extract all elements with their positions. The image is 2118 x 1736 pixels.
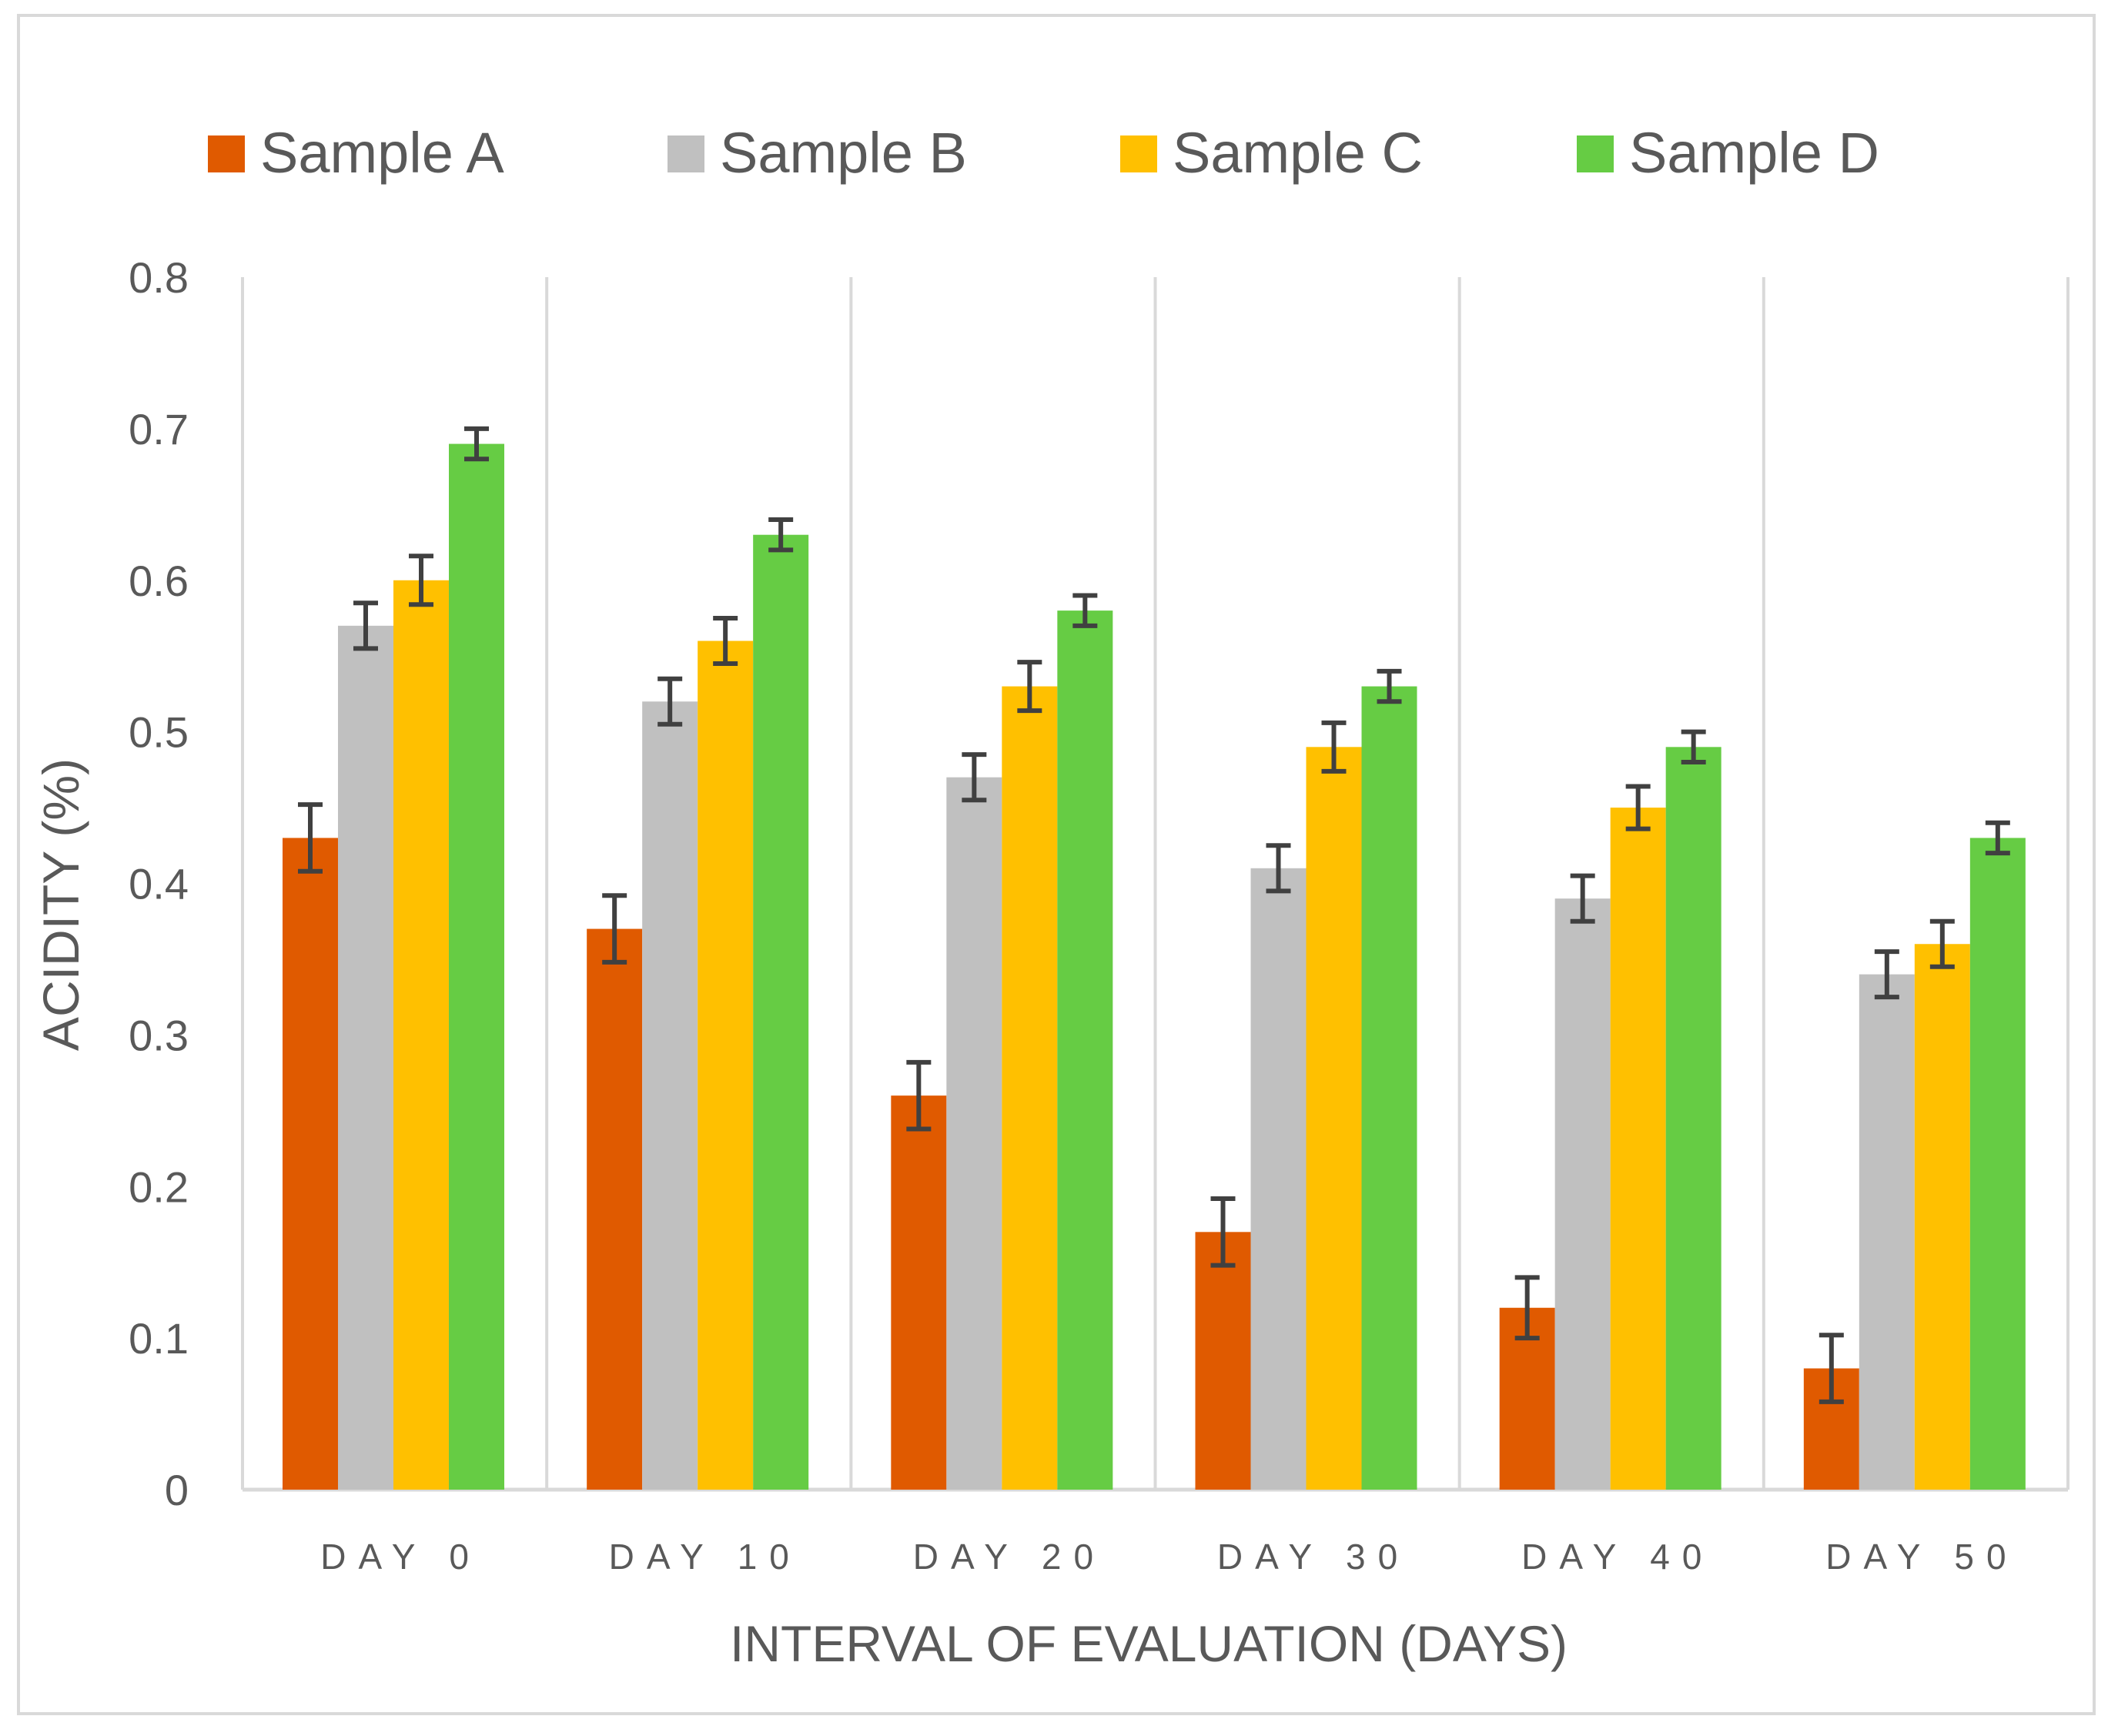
bar-sample-d-day-10	[753, 534, 809, 1490]
x-category-label: DAY 20	[913, 1537, 1106, 1577]
error-bar	[657, 676, 683, 727]
bar-sample-d-day-20	[1057, 610, 1113, 1490]
legend: Sample A Sample B Sample C Sample D	[208, 121, 1879, 185]
bars	[283, 443, 2026, 1490]
error-bar	[1570, 873, 1595, 924]
error-bars	[298, 426, 2010, 1404]
x-category-label: DAY 0	[320, 1537, 481, 1577]
error-bar	[1514, 1275, 1540, 1341]
x-axis-title: INTERVAL OF EVALUATION (DAYS)	[730, 1615, 1568, 1672]
y-tick-label: 0.2	[129, 1162, 189, 1211]
bar-sample-d-day-40	[1665, 747, 1722, 1490]
legend-swatch	[1120, 135, 1157, 172]
error-bar	[713, 615, 738, 667]
y-axis-title: ACIDITY (%)	[32, 758, 89, 1051]
bar-sample-c-day-10	[698, 641, 754, 1490]
legend-swatch	[208, 135, 245, 172]
legend-label: Sample B	[720, 121, 967, 185]
legend-label: Sample A	[260, 121, 504, 185]
error-bar	[1819, 1333, 1844, 1404]
error-bar	[962, 752, 987, 803]
bar-sample-b-day-20	[946, 777, 1002, 1490]
error-bar	[906, 1059, 932, 1132]
x-axis-category-labels: DAY 0 DAY 10 DAY 20 DAY 30 DAY 40 DAY 50	[320, 1537, 2018, 1577]
legend-item-sample-d: Sample D	[1577, 121, 1879, 185]
legend-swatch	[668, 135, 704, 172]
error-bar	[1874, 949, 1899, 1000]
error-bar	[1210, 1196, 1236, 1268]
y-tick-label: 0.1	[129, 1314, 189, 1363]
bar-sample-b-day-0	[338, 625, 393, 1490]
error-bar	[1266, 843, 1291, 894]
bar-sample-b-day-50	[1859, 974, 1915, 1490]
error-bar	[1377, 668, 1402, 704]
legend-item-sample-c: Sample C	[1120, 121, 1423, 185]
error-bar	[602, 893, 627, 965]
bar-sample-c-day-30	[1306, 747, 1362, 1490]
x-category-label: DAY 50	[1825, 1537, 2018, 1577]
bar-sample-b-day-30	[1250, 868, 1307, 1490]
error-bar	[298, 802, 323, 874]
error-bar	[1625, 784, 1651, 831]
error-bar	[1017, 660, 1042, 714]
bar-sample-d-day-0	[449, 443, 504, 1490]
x-category-label: DAY 10	[609, 1537, 801, 1577]
legend-label: Sample C	[1173, 121, 1423, 185]
y-tick-label: 0.6	[129, 557, 189, 605]
legend-swatch	[1577, 135, 1614, 172]
error-bar	[1681, 729, 1706, 764]
legend-item-sample-a: Sample A	[208, 121, 504, 185]
bar-sample-d-day-50	[1969, 838, 2026, 1490]
bar-sample-a-day-20	[891, 1095, 947, 1490]
error-bar	[353, 600, 378, 651]
error-bar	[768, 517, 794, 553]
category-gridlines	[241, 277, 2069, 1492]
y-tick-label: 0	[165, 1466, 189, 1514]
bar-sample-d-day-30	[1361, 686, 1417, 1490]
bar-sample-c-day-40	[1610, 808, 1666, 1490]
y-tick-label: 0.5	[129, 708, 189, 757]
error-bar	[1929, 918, 1955, 969]
error-bar	[464, 426, 489, 462]
error-bar	[1985, 820, 2010, 856]
x-category-label: DAY 30	[1217, 1537, 1410, 1577]
bar-sample-a-day-30	[1195, 1232, 1251, 1490]
error-bar	[1321, 720, 1347, 774]
error-bar	[409, 554, 433, 607]
bar-sample-b-day-10	[642, 701, 698, 1490]
bar-sample-b-day-40	[1554, 898, 1611, 1490]
error-bar	[1072, 593, 1098, 628]
y-tick-label: 0.4	[129, 860, 189, 908]
y-tick-label: 0.7	[129, 405, 189, 453]
bar-sample-c-day-50	[1914, 944, 1970, 1490]
legend-label: Sample D	[1629, 121, 1879, 185]
y-axis-ticks: 0 0.1 0.2 0.3 0.4 0.5 0.6 0.7 0.8	[129, 253, 189, 1514]
bar-sample-a-day-10	[587, 928, 643, 1490]
y-tick-label: 0.3	[129, 1011, 189, 1059]
bar-sample-c-day-0	[393, 580, 449, 1490]
y-tick-label: 0.8	[129, 253, 189, 302]
bar-sample-c-day-20	[1002, 686, 1058, 1490]
x-category-label: DAY 40	[1521, 1537, 1714, 1577]
legend-item-sample-b: Sample B	[668, 121, 967, 185]
bar-sample-a-day-0	[283, 838, 338, 1490]
